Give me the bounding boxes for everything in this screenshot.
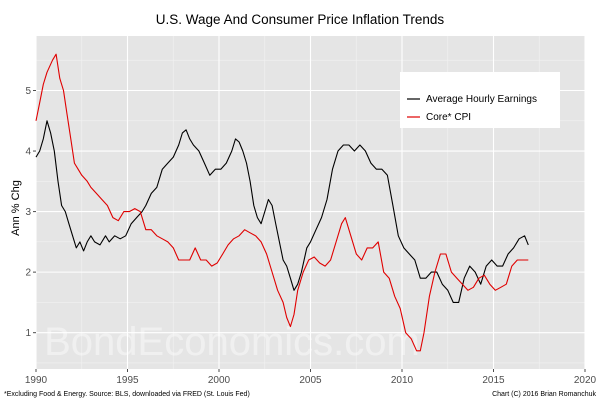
y-tick-label: 2: [25, 268, 31, 279]
chart-title: U.S. Wage And Consumer Price Inflation T…: [156, 12, 445, 27]
y-tick-label: 5: [25, 86, 31, 97]
x-tick-label: 2005: [299, 375, 322, 386]
y-axis-label: Ann % Chg: [10, 180, 22, 236]
x-tick-label: 2015: [482, 375, 505, 386]
legend-box: [400, 72, 560, 128]
x-tick-label: 2000: [208, 375, 231, 386]
x-tick-label: 1990: [25, 375, 48, 386]
y-tick-label: 4: [25, 147, 31, 158]
x-tick-label: 2010: [391, 375, 414, 386]
footnote-source: *Excluding Food & Energy. Source: BLS, d…: [4, 391, 250, 398]
legend-label-cpi: Core* CPI: [426, 112, 471, 123]
series-layer: [35, 53, 529, 352]
x-tick-label: 2020: [574, 375, 597, 386]
watermark-text: BondEconomics.com: [44, 320, 420, 364]
legend: Average Hourly Earnings Core* CPI: [400, 72, 560, 128]
x-tick-label: 1995: [116, 375, 139, 386]
footnote-copyright: Chart (C) 2016 Brian Romanchuk: [492, 391, 596, 398]
x-axis: 1990 1995 2000 2005 2010 2015 2020: [25, 369, 597, 386]
legend-label-earnings: Average Hourly Earnings: [426, 94, 537, 105]
y-tick-label: 3: [25, 207, 31, 218]
series-line-cpi: [35, 53, 529, 352]
y-axis: 1 2 3 4 5: [25, 86, 36, 339]
y-tick-label: 1: [25, 328, 31, 339]
